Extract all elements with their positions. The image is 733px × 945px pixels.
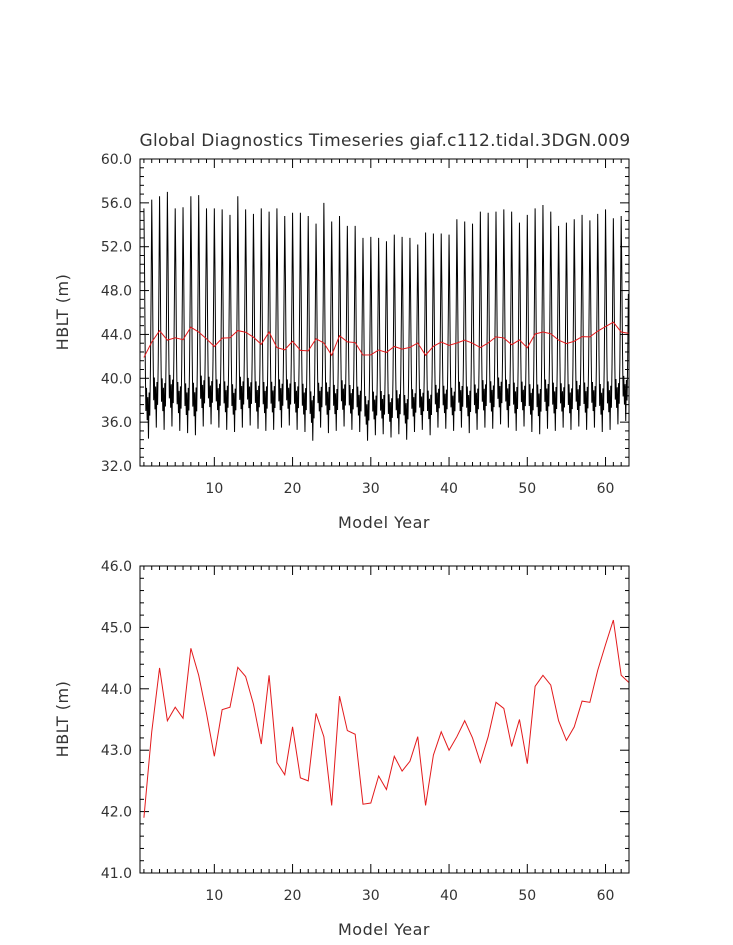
y-tick-label: 41.0 — [101, 866, 132, 882]
top-annual-series — [143, 321, 630, 358]
y-tick-label: 44.0 — [101, 327, 132, 343]
x-tick-label: 10 — [205, 481, 223, 497]
bottom-x-tick-labels: 10 20 30 40 50 60 — [205, 888, 614, 904]
bottom-plot-frame — [139, 565, 630, 874]
y-tick-label: 40.0 — [101, 371, 132, 387]
top-plot-frame — [139, 158, 630, 467]
x-tick-label: 10 — [205, 888, 223, 904]
x-tick-label: 20 — [284, 481, 302, 497]
top-monthly-series — [143, 191, 629, 441]
y-tick-label: 42.0 — [101, 805, 132, 821]
x-tick-label: 40 — [440, 888, 458, 904]
bottom-chart: 41.0 42.0 43.0 44.0 45.0 46.0 10 20 30 40 50 60 Mo… — [53, 559, 630, 939]
x-tick-label: 50 — [518, 481, 536, 497]
x-tick-label: 60 — [597, 481, 615, 497]
annual-mean-line — [143, 321, 630, 358]
x-tick-label: 30 — [362, 481, 380, 497]
y-tick-label: 36.0 — [101, 415, 132, 431]
x-tick-label: 60 — [597, 888, 615, 904]
y-tick-label: 60.0 — [101, 152, 132, 168]
x-tick-label: 30 — [362, 888, 380, 904]
top-chart: 32.0 36.0 40.0 44.0 48.0 52.0 56.0 60.0 10 20 30 4… — [53, 152, 630, 532]
bottom-tick-marks — [140, 565, 630, 874]
bottom-y-axis-label: HBLT (m) — [53, 681, 72, 758]
bottom-annual-series — [143, 619, 630, 818]
y-tick-label: 43.0 — [101, 743, 132, 759]
y-tick-label: 48.0 — [101, 284, 132, 300]
y-tick-label: 45.0 — [101, 620, 132, 636]
annual-mean-line — [143, 619, 630, 818]
top-y-axis-label: HBLT (m) — [53, 274, 72, 351]
y-tick-label: 32.0 — [101, 459, 132, 475]
y-tick-label: 44.0 — [101, 682, 132, 698]
y-tick-label: 56.0 — [101, 196, 132, 212]
y-tick-label: 52.0 — [101, 240, 132, 256]
top-x-axis-label: Model Year — [338, 513, 430, 532]
figure-title: Global Diagnostics Timeseries giaf.c112.… — [140, 131, 631, 151]
x-tick-label: 50 — [518, 888, 536, 904]
bottom-x-axis-label: Model Year — [338, 920, 430, 939]
x-tick-label: 40 — [440, 481, 458, 497]
y-tick-label: 46.0 — [101, 559, 132, 575]
x-tick-label: 20 — [284, 888, 302, 904]
monthly-series-line — [143, 191, 629, 441]
top-y-tick-labels: 32.0 36.0 40.0 44.0 48.0 52.0 56.0 60.0 — [101, 152, 132, 475]
bottom-y-tick-labels: 41.0 42.0 43.0 44.0 45.0 46.0 — [101, 559, 132, 882]
top-x-tick-labels: 10 20 30 40 50 60 — [205, 481, 614, 497]
